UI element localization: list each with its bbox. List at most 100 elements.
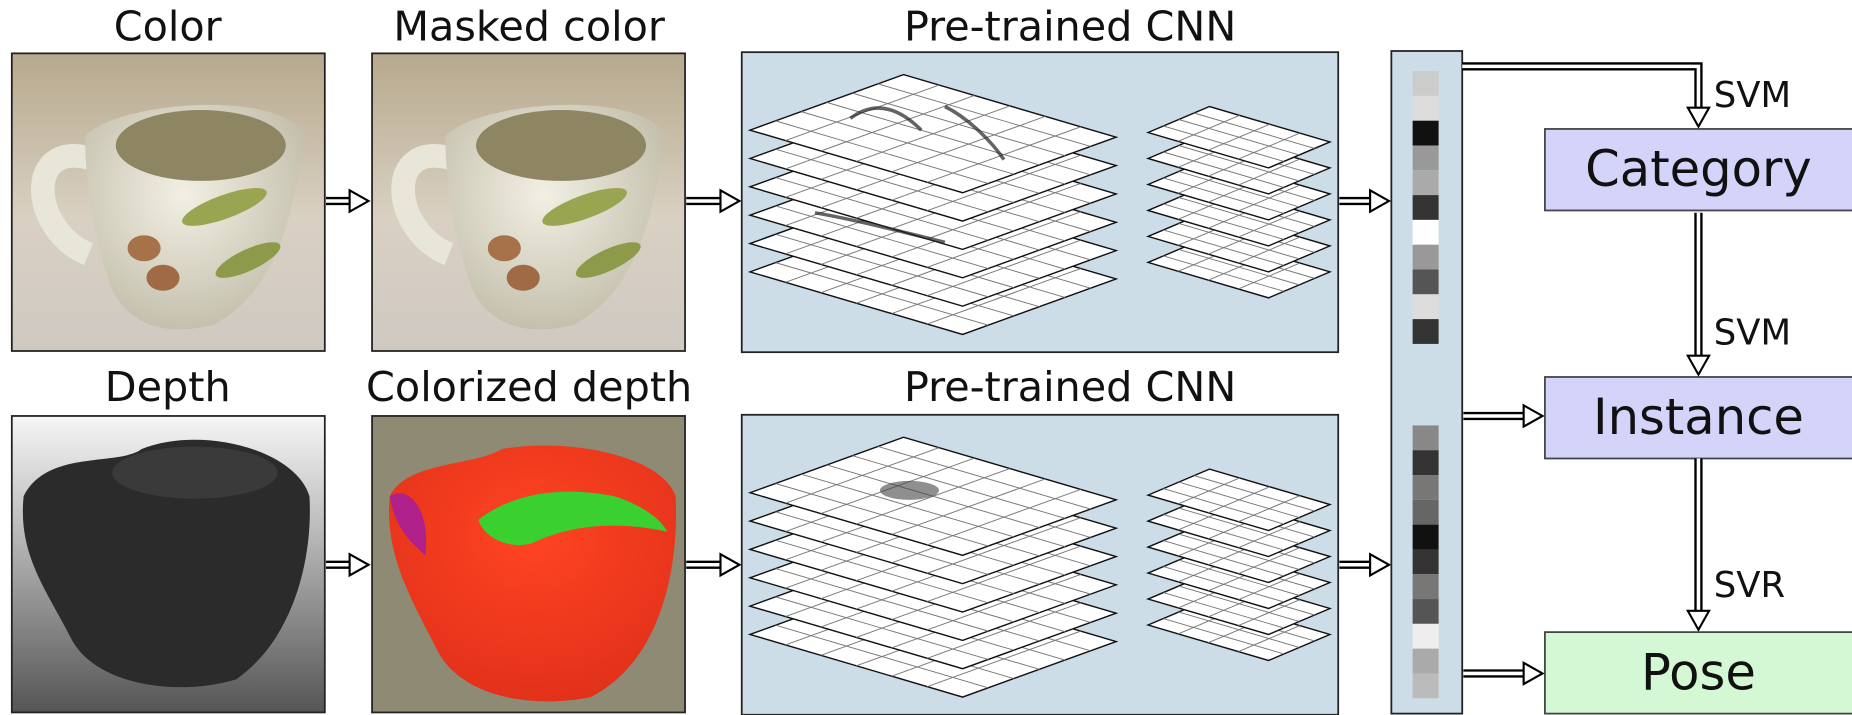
feature-grid	[1238, 236, 1301, 264]
edge-label: SVR	[1714, 565, 1785, 606]
double-arrow	[325, 188, 371, 214]
double-arrow	[325, 552, 371, 578]
image-label: Color	[114, 3, 222, 51]
double-arrow	[1339, 188, 1392, 214]
feature-grid	[1238, 599, 1301, 627]
double-arrow	[1462, 62, 1711, 129]
output-box	[1544, 631, 1852, 715]
output-label: Category	[1585, 140, 1812, 198]
colorized-handle	[389, 493, 427, 556]
vector-cell	[1412, 599, 1439, 624]
output-box	[1544, 376, 1852, 460]
vector-cell	[1412, 145, 1439, 171]
color-image	[10, 52, 326, 352]
vector-cell	[1412, 574, 1439, 600]
feature-grid	[1238, 210, 1301, 238]
feature-grid	[927, 154, 1081, 212]
double-arrow	[686, 552, 742, 578]
fruit	[146, 264, 180, 291]
double-arrow	[1686, 458, 1711, 632]
vector-cell	[1412, 475, 1439, 500]
feature-grid	[1193, 475, 1315, 512]
arrow-head	[719, 188, 742, 214]
feature-grid	[1238, 495, 1301, 523]
leaf	[182, 187, 267, 226]
fruit	[127, 235, 161, 262]
output-box	[1544, 128, 1852, 212]
feature-grid	[1238, 262, 1301, 290]
vector-cell	[1412, 319, 1439, 344]
depth-image	[10, 415, 326, 714]
leaf	[542, 187, 628, 226]
image-label: Colorized depth	[366, 363, 692, 411]
image-label: Masked color	[393, 3, 665, 51]
vector-cell	[1412, 71, 1439, 96]
output-label: Pose	[1641, 643, 1756, 701]
vector-cell	[1412, 170, 1439, 196]
arrow-head	[719, 552, 742, 578]
vector-cell	[1412, 219, 1439, 245]
arrow-outer	[1462, 62, 1703, 111]
feature-grid	[1193, 112, 1315, 149]
vector-cell	[1412, 499, 1439, 525]
vector-cell	[1412, 195, 1439, 220]
masked-color-image	[371, 52, 686, 352]
arrow-head	[348, 552, 371, 578]
feature-grid	[1238, 184, 1301, 212]
feature-grid	[927, 602, 1081, 659]
output-label: Instance	[1593, 388, 1804, 446]
vector-cell	[1412, 450, 1439, 476]
pitcher-inside	[475, 110, 647, 181]
edge-label: SVM	[1714, 75, 1791, 116]
feature-grid	[1238, 132, 1301, 160]
arrow-head	[348, 188, 371, 214]
leaf	[215, 242, 281, 278]
feature-grid	[1238, 158, 1301, 186]
fruit	[506, 264, 540, 291]
activation	[879, 480, 939, 500]
colorized-rim	[478, 491, 668, 546]
fruit	[487, 235, 521, 262]
vector-cell	[1412, 648, 1439, 674]
feature-grid	[927, 239, 1081, 297]
feature-grid	[927, 517, 1081, 574]
feature-grid	[927, 268, 1081, 325]
vector-cell	[1412, 673, 1439, 699]
pitcher-inside	[115, 110, 286, 181]
cnn-panel	[740, 51, 1340, 354]
feature-grid	[927, 211, 1081, 268]
double-arrow	[1339, 552, 1392, 578]
arrow-head	[1686, 609, 1711, 632]
double-arrow	[1463, 661, 1545, 686]
double-arrow	[1463, 403, 1545, 429]
double-arrow	[686, 188, 742, 214]
cnn-label: Pre-trained CNN	[904, 363, 1236, 411]
depth-rim	[112, 446, 278, 499]
feature-grid	[927, 630, 1081, 688]
double-arrow	[1686, 212, 1711, 377]
feature-vector	[1390, 50, 1464, 715]
depth-object	[22, 439, 310, 688]
activation	[814, 104, 1006, 245]
arrow-head	[1522, 661, 1545, 686]
feature-grid	[1208, 486, 1270, 514]
feature-grid	[1238, 547, 1301, 575]
pitcher-handle	[31, 144, 99, 266]
vector-cell	[1412, 425, 1439, 451]
vector-cell	[1412, 549, 1439, 575]
vector-cell	[1412, 95, 1439, 121]
feature-grid	[927, 126, 1081, 183]
feature-grid	[927, 545, 1081, 603]
colorized-depth-image	[371, 415, 686, 714]
vector-cell	[1412, 623, 1439, 649]
arrow-head	[1686, 354, 1711, 377]
feature-grid	[927, 488, 1081, 546]
feature-grid	[927, 573, 1081, 631]
pitcher-handle	[391, 144, 459, 266]
vector-cell	[1412, 269, 1439, 295]
image-label: Depth	[105, 363, 231, 411]
arrow-inner	[1462, 64, 1701, 111]
leaf	[575, 242, 641, 278]
arrow-head	[1686, 106, 1711, 129]
